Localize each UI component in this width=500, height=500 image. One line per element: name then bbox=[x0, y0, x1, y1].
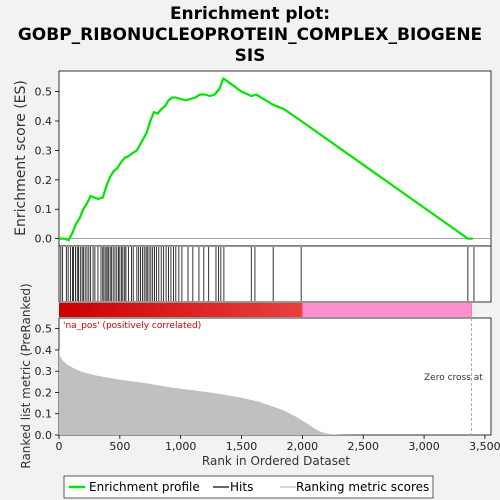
es-y-tick-label: 0.2 bbox=[35, 174, 53, 187]
legend-hits-label: Hits bbox=[230, 480, 253, 494]
metric-y-tick-label: 0.1 bbox=[35, 408, 53, 421]
x-tick-label: 500 bbox=[109, 440, 130, 453]
band-negative-segment bbox=[302, 303, 472, 317]
chart-title-line-3: SIS bbox=[235, 46, 266, 66]
band-positive-segment bbox=[189, 303, 198, 317]
band-positive-segment bbox=[210, 303, 218, 317]
band-positive-segment bbox=[107, 303, 115, 317]
band-positive-segment bbox=[120, 303, 129, 317]
band-positive-segment bbox=[251, 303, 259, 317]
band-positive-segment bbox=[244, 303, 253, 317]
es-panel bbox=[58, 70, 492, 247]
x-axis-label: Rank in Ordered Dataset bbox=[202, 454, 350, 468]
es-y-tick-label: 0.1 bbox=[35, 203, 53, 216]
band-positive-segment bbox=[134, 303, 143, 317]
band-positive-segment bbox=[148, 303, 156, 317]
band-positive-segment bbox=[279, 303, 287, 317]
band-positive-segment bbox=[292, 303, 301, 317]
metric-y-axis-label: Ranked list metric (PreRanked) bbox=[19, 283, 33, 468]
x-tick-label: 1,000 bbox=[165, 440, 197, 453]
metric-y-tick-label: 0.2 bbox=[35, 386, 53, 399]
x-tick-label: 2,000 bbox=[287, 440, 319, 453]
band-positive-segment bbox=[285, 303, 294, 317]
ranking-metric-area bbox=[59, 347, 473, 435]
x-tick-label: 2,500 bbox=[347, 440, 379, 453]
metric-y-tick-label: 0.0 bbox=[35, 429, 53, 442]
band-positive-segment bbox=[65, 303, 74, 317]
band-positive-segment bbox=[272, 303, 280, 317]
band-positive-segment bbox=[72, 303, 81, 317]
zero-cross-annotation: Zero cross at bbox=[424, 373, 483, 383]
band-positive-segment bbox=[114, 303, 122, 317]
x-tick-label: 1,500 bbox=[226, 440, 258, 453]
es-y-tick-label: 0.4 bbox=[35, 115, 53, 128]
metric-y-tick-label: 0.3 bbox=[35, 365, 53, 378]
es-y-axis-label: Enrichment score (ES) bbox=[13, 80, 29, 236]
metric-y-tick-label: 0.5 bbox=[35, 323, 53, 336]
band-positive-segment bbox=[93, 303, 101, 317]
es-y-tick-label: 0.3 bbox=[35, 144, 53, 157]
band-positive-segment bbox=[162, 303, 170, 317]
band-positive-segment bbox=[265, 303, 273, 317]
x-tick-label: 0 bbox=[56, 440, 63, 453]
chart-title-line-2: GOBP_RIBONUCLEOPROTEIN_COMPLEX_BIOGENE bbox=[18, 25, 482, 45]
band-positive-segment bbox=[237, 303, 246, 317]
band-positive-segment bbox=[79, 303, 88, 317]
metric-y-tick-label: 0.4 bbox=[35, 344, 53, 357]
band-positive-segment bbox=[169, 303, 177, 317]
band-positive-segment bbox=[182, 303, 191, 317]
band-positive-segment bbox=[224, 303, 232, 317]
es-y-tick-label: 0.0 bbox=[35, 233, 53, 246]
band-positive-segment bbox=[175, 303, 184, 317]
x-tick-label: 3,000 bbox=[408, 440, 440, 453]
band-positive-segment bbox=[155, 303, 163, 317]
legend-enrichment-label: Enrichment profile bbox=[89, 480, 200, 494]
es-y-tick-label: 0.5 bbox=[35, 86, 53, 99]
band-positive-segment bbox=[59, 303, 67, 317]
band-positive-segment bbox=[86, 303, 94, 317]
x-tick-label: 3,500 bbox=[469, 440, 500, 453]
hits-panel bbox=[58, 245, 492, 303]
band-positive-segment bbox=[230, 303, 239, 317]
band-positive-segment bbox=[141, 303, 149, 317]
positive-correlation-annotation: 'na_pos' (positively correlated) bbox=[63, 321, 201, 331]
legend-box bbox=[63, 475, 434, 499]
band-positive-segment bbox=[196, 303, 204, 317]
band-positive-segment bbox=[258, 303, 266, 317]
band-positive-segment bbox=[100, 303, 108, 317]
band-positive-segment bbox=[217, 303, 225, 317]
band-positive-segment bbox=[127, 303, 136, 317]
enrichment-profile-line bbox=[59, 77, 473, 242]
chart-title-line-1: Enrichment plot: bbox=[170, 4, 330, 24]
band-positive-segment bbox=[203, 303, 211, 317]
legend-metric-label: Ranking metric scores bbox=[296, 480, 429, 494]
